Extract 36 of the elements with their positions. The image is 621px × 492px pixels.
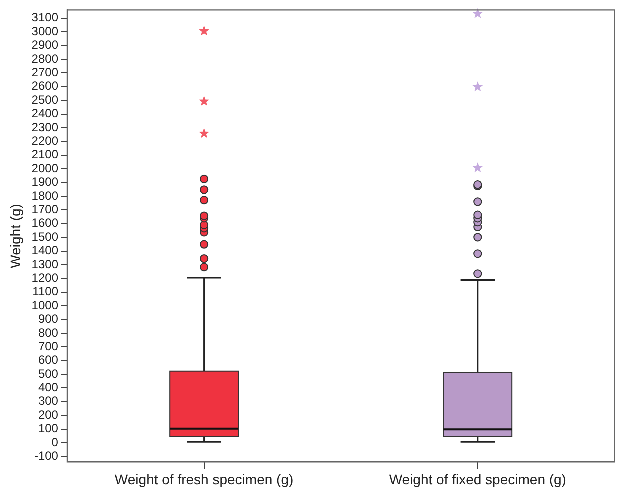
y-tick-label: 2600 bbox=[32, 79, 59, 94]
y-tick-label: 3100 bbox=[32, 10, 59, 25]
y-tick-label: 2700 bbox=[32, 66, 59, 80]
y-tick-label: 2300 bbox=[32, 120, 59, 134]
y-tick-label: 800 bbox=[38, 326, 59, 340]
y-tick-label: 1200 bbox=[32, 270, 59, 285]
y-tick-label: 3000 bbox=[32, 24, 59, 38]
y-tick-label: 1700 bbox=[32, 202, 59, 216]
y-tick-label: 1600 bbox=[32, 216, 59, 230]
y-tick-label: -100 bbox=[34, 449, 59, 464]
x-tick-label: Weight of fixed specimen (g) bbox=[389, 471, 566, 488]
y-tick-label: 2200 bbox=[32, 134, 59, 148]
x-tick-label: Weight of fresh specimen (g) bbox=[114, 471, 294, 488]
y-tick-label: 1100 bbox=[32, 284, 59, 299]
y-tick-label: 1800 bbox=[32, 188, 59, 203]
y-tick-label: 2000 bbox=[32, 161, 59, 176]
y-tick-label: 0 bbox=[52, 435, 59, 450]
y-tick-label: 2100 bbox=[32, 148, 59, 162]
y-tick-label: 600 bbox=[38, 353, 59, 368]
y-tick-label: 100 bbox=[38, 422, 59, 436]
y-tick-label: 1300 bbox=[32, 257, 59, 272]
y-tick-label: 200 bbox=[38, 408, 59, 422]
y-tick-label: 900 bbox=[38, 312, 59, 326]
y-tick-label: 400 bbox=[38, 380, 59, 395]
y-tick-label: 1900 bbox=[32, 175, 59, 190]
y-tick-label: 300 bbox=[38, 394, 59, 408]
y-tick-label: 500 bbox=[38, 366, 59, 381]
y-tick-label: 1000 bbox=[32, 298, 59, 312]
y-tick-label: 2900 bbox=[32, 38, 59, 52]
y-tick-label: 1400 bbox=[32, 244, 59, 258]
y-tick-label: 2500 bbox=[32, 92, 59, 107]
y-tick-label: 2400 bbox=[32, 106, 59, 121]
y-axis-title: Weight (g) bbox=[7, 204, 24, 268]
y-tick-label: 1500 bbox=[32, 230, 59, 244]
y-tick-label: 700 bbox=[38, 339, 59, 354]
y-tick-label: 2800 bbox=[32, 52, 59, 66]
